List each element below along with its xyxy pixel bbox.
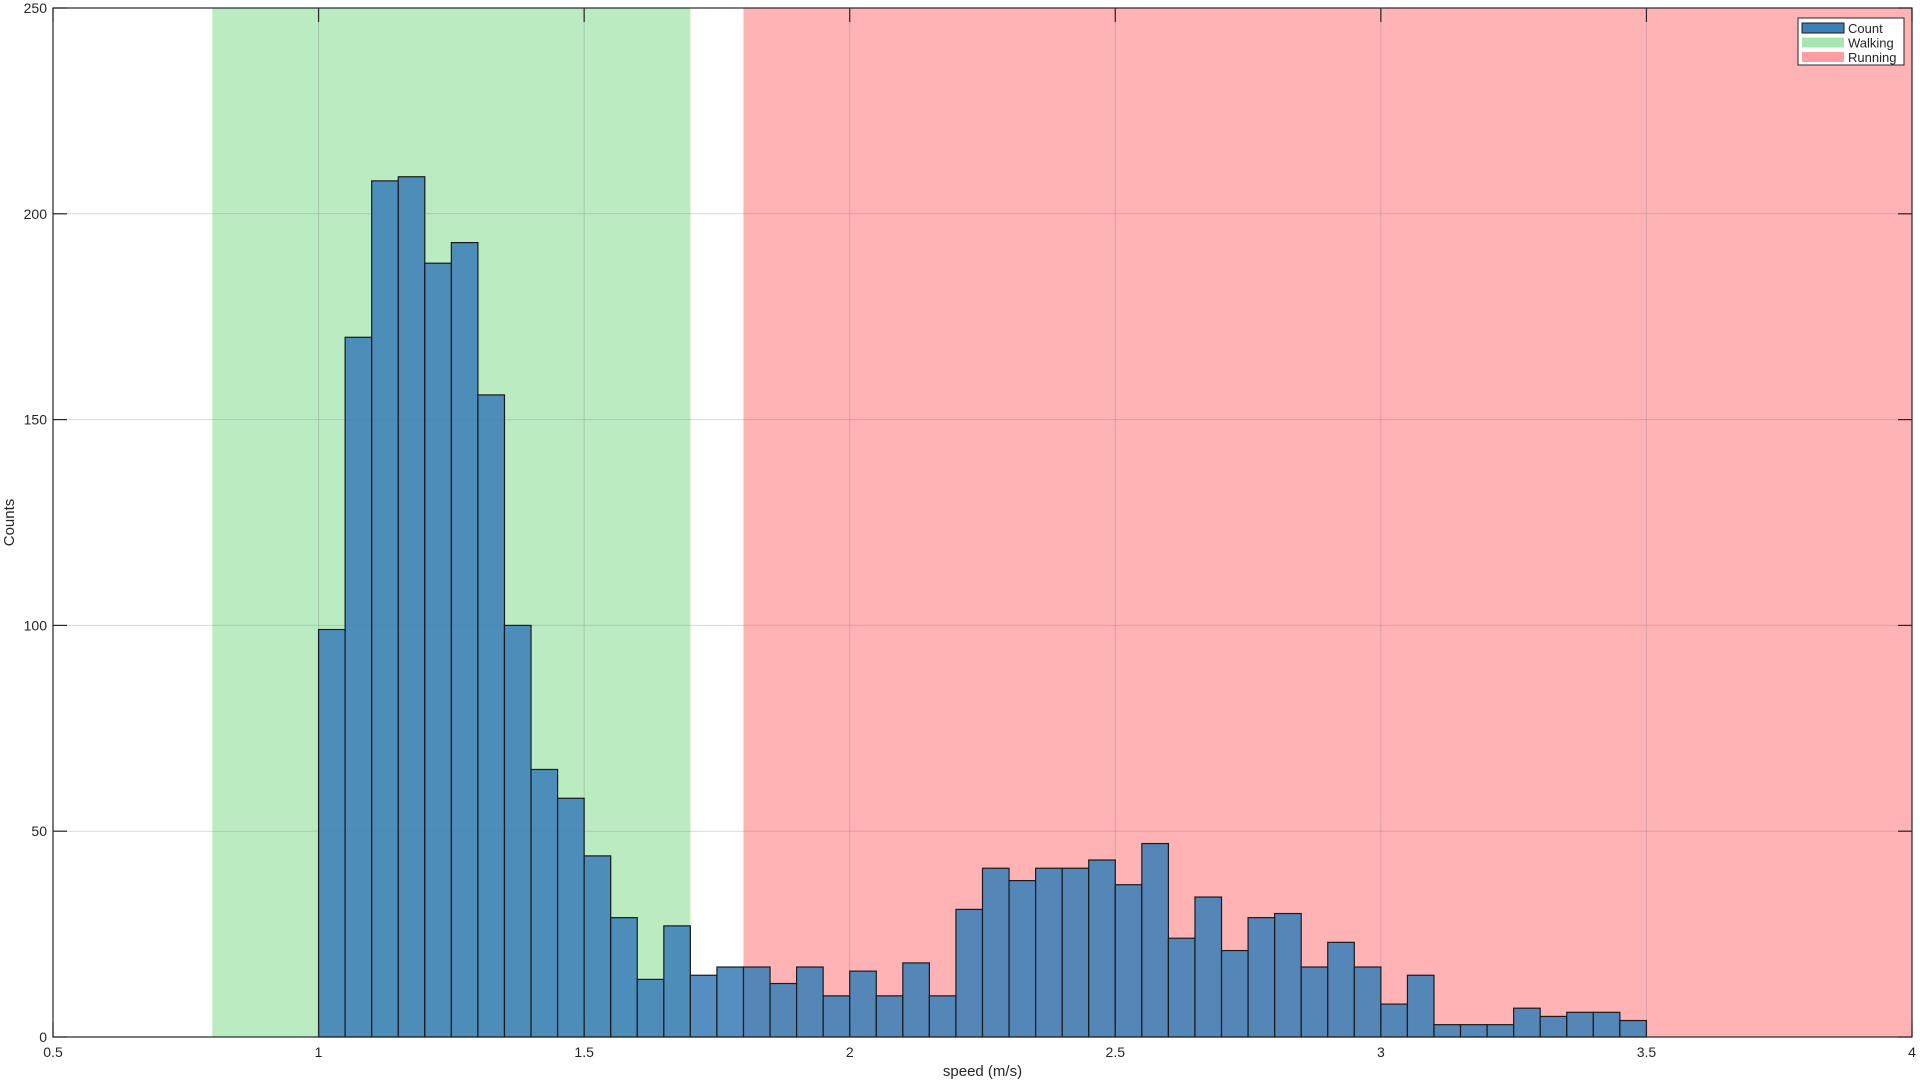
histogram-bar	[955, 908, 984, 1038]
histogram-bar	[902, 962, 930, 1038]
x-tick-label: 2.5	[1106, 1044, 1126, 1060]
histogram-bar	[344, 336, 373, 1038]
y-tick-label: 50	[31, 823, 47, 839]
histogram-bar	[822, 995, 851, 1038]
histogram-bar	[1194, 896, 1223, 1038]
histogram-bar	[1247, 917, 1276, 1038]
legend-swatch-walking	[1802, 37, 1844, 48]
y-axis-title: Counts	[1, 499, 18, 547]
histogram-bar	[556, 797, 585, 1038]
histogram-bar	[1327, 941, 1355, 1038]
legend-label-count: Count	[1848, 21, 1883, 36]
histogram-bar	[1592, 1011, 1621, 1038]
legend-swatch-count	[1801, 22, 1845, 34]
histogram-bar	[450, 242, 479, 1038]
histogram-bar	[610, 917, 638, 1038]
histogram-bar	[477, 394, 506, 1038]
histogram-bar	[583, 855, 612, 1038]
x-tick-label: 0.5	[43, 1044, 63, 1060]
histogram-bar	[503, 624, 532, 1038]
ticks-layer: 0.5 1 1.5 2 2.5 3 3.5 4 0 50 100 150 200 250	[24, 0, 1916, 1060]
histogram-bar	[424, 262, 452, 1038]
y-tick-label: 250	[24, 0, 48, 16]
histogram-bar	[1406, 974, 1435, 1038]
region-running	[743, 8, 1912, 1037]
histogram-bar	[530, 768, 559, 1038]
x-tick-label: 1.5	[574, 1044, 594, 1060]
legend-swatch-running	[1802, 52, 1844, 62]
histogram-bar	[795, 966, 824, 1038]
histogram-bar	[716, 966, 745, 1038]
x-tick-label: 2	[846, 1044, 854, 1060]
histogram-bar	[928, 995, 957, 1038]
histogram-bar	[981, 867, 1010, 1038]
x-axis-title: speed (m/s)	[943, 1063, 1022, 1080]
histogram-bar	[1513, 1007, 1541, 1038]
histogram-bar	[1141, 842, 1170, 1038]
y-tick-label: 0	[39, 1029, 47, 1045]
histogram-bar	[1114, 884, 1143, 1038]
histogram-bar	[397, 176, 426, 1038]
y-tick-label: 150	[24, 412, 48, 428]
legend-label-running: Running	[1848, 50, 1896, 65]
histogram-bar	[1353, 966, 1382, 1038]
histogram-bar	[1274, 912, 1302, 1038]
x-tick-label: 4	[1908, 1044, 1916, 1060]
histogram-bar	[636, 978, 665, 1038]
histogram-bar	[371, 180, 399, 1038]
histogram-bar	[689, 974, 718, 1038]
histogram-bar	[1433, 1024, 1462, 1038]
histogram-bar	[1380, 1003, 1409, 1038]
histogram-bar	[1459, 1024, 1488, 1038]
histogram-bar	[769, 982, 798, 1038]
histogram-bar	[1539, 1015, 1568, 1038]
legend-label-walking: Walking	[1848, 36, 1894, 51]
histogram-bar	[1035, 867, 1063, 1038]
histogram-bar	[1220, 949, 1249, 1038]
histogram-bar	[1061, 867, 1090, 1038]
histogram-bar	[1566, 1011, 1594, 1038]
x-tick-label: 3	[1377, 1044, 1385, 1060]
histogram-bar	[1008, 879, 1037, 1038]
histogram-bar	[1619, 1019, 1648, 1038]
histogram-bar	[742, 966, 771, 1038]
histogram-bar	[849, 970, 877, 1038]
histogram-bar	[1088, 859, 1116, 1038]
x-tick-label: 1	[315, 1044, 323, 1060]
histogram-bar	[875, 995, 904, 1038]
histogram-bar	[317, 628, 346, 1038]
histogram-bar	[1167, 937, 1196, 1038]
plot-frame	[52, 7, 1913, 1038]
bars-layer	[317, 176, 1648, 1038]
y-tick-label: 100	[24, 617, 48, 633]
histogram-bar	[1486, 1024, 1515, 1038]
histogram-bar	[1300, 966, 1329, 1038]
y-tick-label: 200	[24, 206, 48, 222]
x-tick-label: 3.5	[1637, 1044, 1657, 1060]
histogram-bar	[663, 925, 691, 1038]
